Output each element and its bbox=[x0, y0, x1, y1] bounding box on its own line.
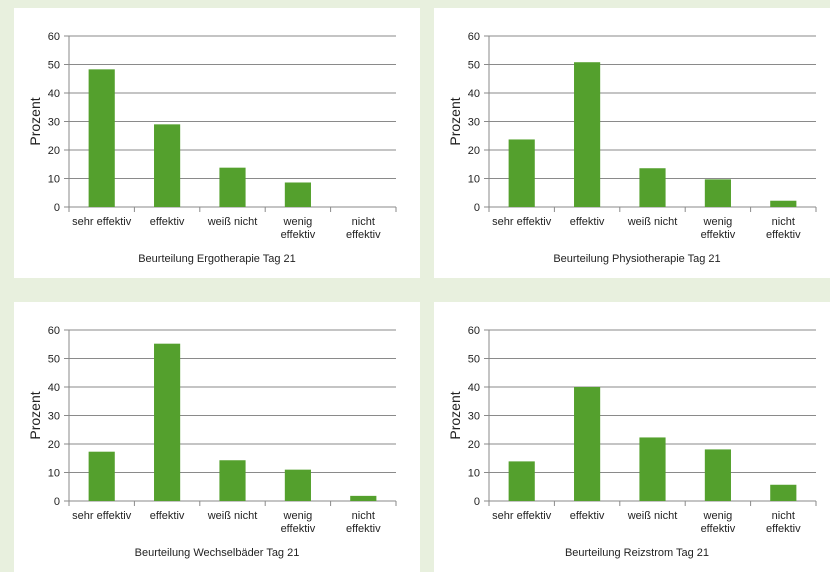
x-tick-label: sehr effektiv bbox=[72, 216, 132, 228]
bar bbox=[284, 182, 311, 207]
y-tick-label: 20 bbox=[468, 145, 480, 157]
chart-svg: 0 10 20 30 40 50 60 sehr effektiv effektiv weiß n… bbox=[27, 325, 397, 559]
y-tick-label: 10 bbox=[48, 468, 60, 480]
x-tick-label: effektiv bbox=[701, 523, 736, 535]
y-tick-label: 60 bbox=[48, 31, 60, 43]
y-tick-label: 10 bbox=[468, 174, 480, 186]
y-axis-label: Prozent bbox=[447, 97, 463, 145]
y-tick-label: 30 bbox=[468, 117, 480, 129]
x-tick-label: effektiv bbox=[281, 229, 316, 241]
bar bbox=[770, 484, 797, 501]
bar bbox=[639, 437, 666, 501]
bar bbox=[154, 343, 181, 501]
y-tick-label: 0 bbox=[474, 202, 480, 214]
bar bbox=[284, 469, 311, 501]
y-tick-label: 0 bbox=[54, 202, 60, 214]
x-tick-label: effektiv bbox=[570, 510, 605, 522]
x-tick-label: wenig bbox=[283, 510, 313, 522]
chart-panel-physiotherapie: 0 10 20 30 40 50 60 sehr effektiv effektiv weiß n… bbox=[434, 8, 830, 278]
y-axis-label: Prozent bbox=[27, 97, 43, 145]
y-tick-label: 0 bbox=[54, 496, 60, 508]
bar bbox=[350, 495, 377, 501]
x-tick-label: wenig bbox=[703, 510, 733, 522]
y-tick-label: 20 bbox=[48, 439, 60, 451]
y-tick-label: 40 bbox=[468, 382, 480, 394]
x-tick-label: sehr effektiv bbox=[492, 510, 552, 522]
x-tick-label: effektiv bbox=[281, 523, 316, 535]
bar bbox=[704, 449, 731, 501]
bar bbox=[508, 461, 535, 501]
y-tick-label: 60 bbox=[468, 325, 480, 337]
chart-title: Beurteilung Ergotherapie Tag 21 bbox=[138, 253, 296, 265]
y-tick-label: 50 bbox=[48, 354, 60, 366]
y-tick-label: 40 bbox=[48, 88, 60, 100]
y-tick-label: 30 bbox=[468, 411, 480, 423]
y-tick-label: 20 bbox=[48, 145, 60, 157]
bar bbox=[154, 124, 181, 207]
x-tick-label: nicht bbox=[772, 510, 795, 522]
x-tick-label: effektiv bbox=[150, 510, 185, 522]
y-tick-label: 30 bbox=[48, 117, 60, 129]
bar bbox=[704, 179, 731, 207]
y-tick-label: 50 bbox=[468, 60, 480, 72]
y-tick-label: 40 bbox=[468, 88, 480, 100]
y-tick-label: 30 bbox=[48, 411, 60, 423]
chart-svg: 0 10 20 30 40 50 60 sehr effektiv effektiv weiß n… bbox=[447, 31, 817, 265]
bar bbox=[219, 167, 246, 207]
bar bbox=[88, 69, 115, 207]
chart-svg: 0 10 20 30 40 50 60 sehr effektiv effektiv weiß n… bbox=[447, 325, 817, 559]
x-tick-label: sehr effektiv bbox=[492, 216, 552, 228]
y-tick-label: 60 bbox=[468, 31, 480, 43]
chart-panel-wechselbaeder: 0 10 20 30 40 50 60 sehr effektiv effektiv weiß n… bbox=[14, 302, 420, 572]
x-tick-label: weiß nicht bbox=[207, 510, 258, 522]
x-tick-label: effektiv bbox=[766, 523, 801, 535]
y-tick-label: 10 bbox=[468, 468, 480, 480]
chart-title: Beurteilung Physiotherapie Tag 21 bbox=[553, 253, 720, 265]
x-tick-label: wenig bbox=[703, 216, 733, 228]
y-tick-label: 10 bbox=[48, 174, 60, 186]
x-tick-label: weiß nicht bbox=[207, 216, 258, 228]
y-tick-label: 50 bbox=[468, 354, 480, 366]
x-tick-label: effektiv bbox=[766, 229, 801, 241]
x-tick-label: effektiv bbox=[570, 216, 605, 228]
chart-svg: 0 10 20 30 40 50 60 sehr effektiv effektiv weiß n… bbox=[27, 31, 397, 265]
x-tick-label: wenig bbox=[283, 216, 313, 228]
x-tick-label: effektiv bbox=[346, 523, 381, 535]
x-tick-label: sehr effektiv bbox=[72, 510, 132, 522]
bar bbox=[508, 139, 535, 207]
y-axis-label: Prozent bbox=[27, 391, 43, 439]
bar bbox=[574, 387, 601, 501]
bar bbox=[639, 168, 666, 207]
chart-title: Beurteilung Reizstrom Tag 21 bbox=[565, 547, 709, 559]
x-tick-label: weiß nicht bbox=[627, 510, 678, 522]
y-axis-label: Prozent bbox=[447, 391, 463, 439]
y-tick-label: 40 bbox=[48, 382, 60, 394]
y-tick-label: 20 bbox=[468, 439, 480, 451]
x-tick-label: effektiv bbox=[701, 229, 736, 241]
y-tick-label: 50 bbox=[48, 60, 60, 72]
y-tick-label: 60 bbox=[48, 325, 60, 337]
x-tick-label: weiß nicht bbox=[627, 216, 678, 228]
chart-panel-ergotherapie: 0 10 20 30 40 50 60 sehr effektiv effektiv weiß n… bbox=[14, 8, 420, 278]
chart-title: Beurteilung Wechselbäder Tag 21 bbox=[135, 547, 300, 559]
x-tick-label: nicht bbox=[772, 216, 795, 228]
bar bbox=[219, 460, 246, 501]
y-tick-label: 0 bbox=[474, 496, 480, 508]
bar bbox=[574, 62, 601, 207]
x-tick-label: effektiv bbox=[346, 229, 381, 241]
bar bbox=[770, 200, 797, 207]
bar bbox=[88, 451, 115, 501]
x-tick-label: nicht bbox=[352, 510, 375, 522]
x-tick-label: nicht bbox=[352, 216, 375, 228]
x-tick-label: effektiv bbox=[150, 216, 185, 228]
chart-panel-reizstrom: 0 10 20 30 40 50 60 sehr effektiv effektiv weiß n… bbox=[434, 302, 830, 572]
